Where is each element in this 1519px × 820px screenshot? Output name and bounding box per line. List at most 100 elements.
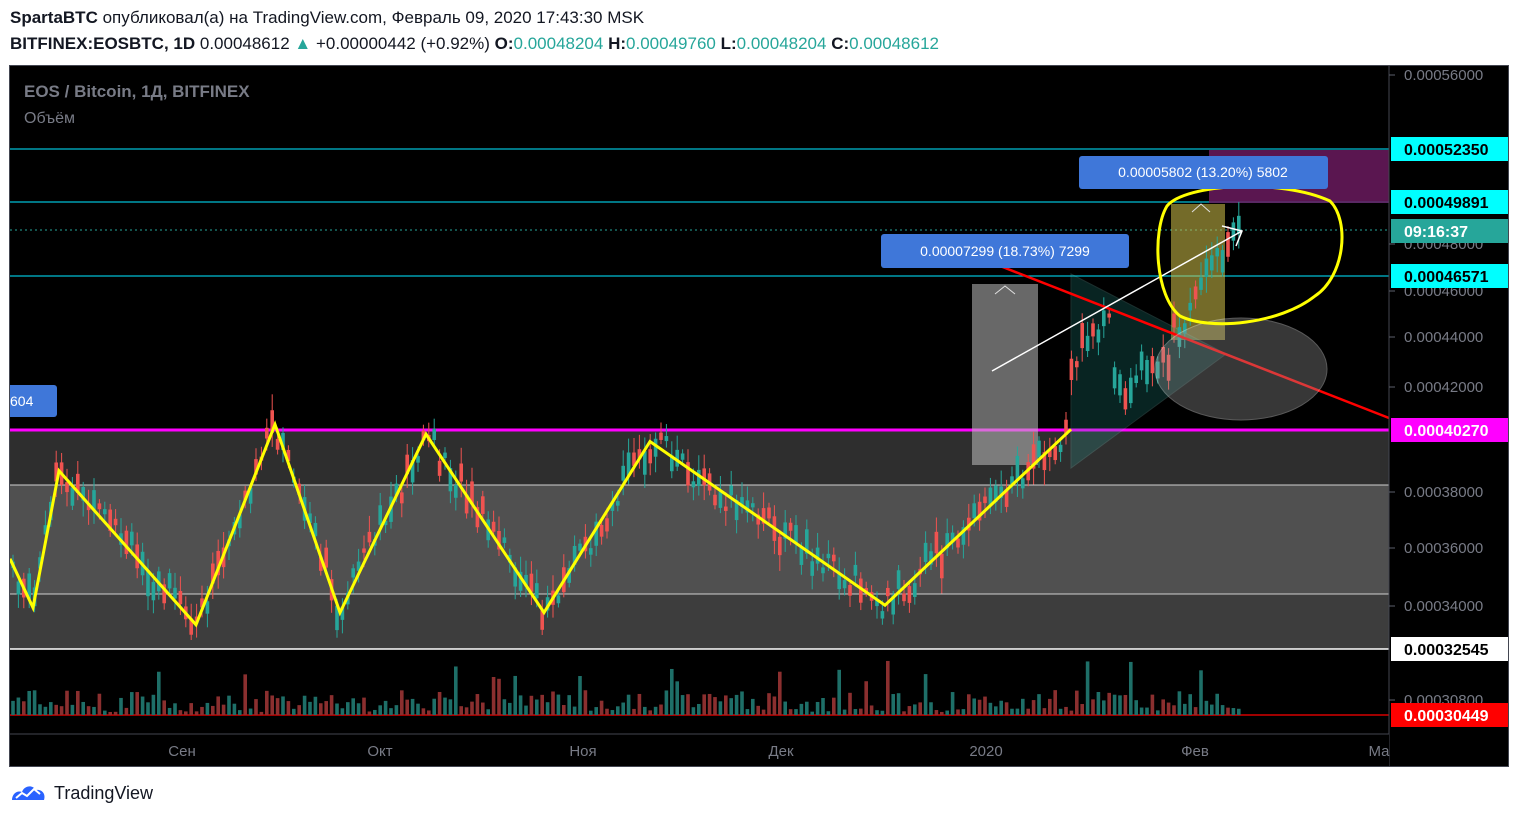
volume-bar [977, 699, 982, 715]
price-badge[interactable]: 0.00046571 [1391, 264, 1509, 288]
price-badge-label: 0.00040270 [1404, 423, 1489, 440]
price-tick-label: 0.00036000 [1404, 540, 1483, 557]
candle [86, 489, 91, 525]
volume-bar [1188, 694, 1192, 715]
publication-line: SpartaBTC опубликовал(а) на TradingView.… [10, 8, 644, 28]
volume-bar [238, 710, 242, 715]
price-badge[interactable]: 0.00049891 [1391, 190, 1509, 214]
volume-bar [421, 708, 426, 715]
price-badge[interactable]: 0.00040270 [1391, 418, 1509, 442]
price-tick-label: 0.00044000 [1404, 329, 1483, 346]
price-badge[interactable]: 09:16:37 [1391, 219, 1509, 243]
candle [724, 492, 728, 526]
volume-bar [524, 705, 528, 715]
tradingview-logo-icon[interactable] [10, 782, 48, 804]
candle [1145, 355, 1149, 393]
volume-bar [151, 694, 156, 715]
volume-bar [329, 695, 334, 715]
footer-brand: TradingView [54, 782, 154, 803]
volume-bar [1156, 710, 1160, 715]
volume-bar [1166, 702, 1171, 715]
candle [1129, 367, 1133, 409]
volume-bar [778, 671, 782, 715]
volume-bar [659, 704, 663, 715]
candle [92, 478, 96, 524]
candle [108, 503, 112, 537]
candle [621, 450, 625, 496]
descending-trendline[interactable] [994, 262, 1390, 420]
candle [1204, 245, 1209, 293]
volume-bar [540, 694, 544, 715]
author-name[interactable]: SpartaBTC [10, 8, 98, 27]
volume-bar [869, 705, 874, 715]
candle [902, 580, 906, 606]
time-tick-label: Фев [1181, 743, 1209, 760]
volume-bar [891, 694, 895, 715]
volume-bar [416, 703, 420, 715]
white-trendline[interactable] [991, 230, 1243, 372]
candle [464, 479, 469, 519]
candle [1053, 437, 1057, 465]
candle [1004, 479, 1009, 513]
candle [1220, 245, 1225, 277]
candle [113, 509, 118, 535]
candle [1064, 412, 1068, 445]
volume-bar [832, 697, 836, 715]
volume-bar [1102, 700, 1106, 715]
candle [610, 491, 615, 527]
volume-bar [11, 700, 15, 715]
volume-bar [821, 697, 825, 715]
price-badge[interactable]: 0.00032545 [1391, 637, 1509, 661]
chart-area[interactable]: 0.00007299 (18.73%) 7299 0.00005802 (13.… [9, 65, 1509, 767]
highlight-ellipse[interactable] [1154, 317, 1328, 421]
volume-bar [961, 709, 966, 715]
candle [653, 432, 658, 473]
volume-bar [232, 703, 237, 715]
candle [1150, 347, 1155, 387]
volume-bar [1015, 708, 1020, 715]
low-value: 0.00048204 [736, 34, 827, 53]
volume-bar [556, 694, 561, 715]
open-value: 0.00048204 [513, 34, 604, 53]
volume-bar [837, 669, 841, 715]
chart-canvas[interactable]: 0.00007299 (18.73%) 7299 0.00005802 (13.… [10, 66, 1509, 767]
volume-bar [632, 708, 636, 715]
range-box-lower [10, 594, 1389, 649]
volume-bar [983, 696, 987, 715]
price-badge[interactable]: 0.00052350 [1391, 137, 1509, 161]
volume-bar [545, 702, 550, 715]
close-value: 0.00048612 [849, 34, 939, 53]
price-badge-label: 0.00046571 [1404, 269, 1489, 286]
zigzag-line[interactable] [10, 420, 1073, 628]
candle [637, 434, 642, 469]
candle [907, 580, 912, 613]
volume-bar [529, 695, 534, 715]
time-axis[interactable] [10, 734, 1389, 767]
candle [475, 501, 480, 533]
volume-bar [1172, 705, 1176, 715]
volume-bar [610, 710, 615, 715]
price-axis[interactable] [1389, 66, 1509, 767]
measure-box-1[interactable] [972, 284, 1038, 465]
volume-bar [265, 690, 269, 715]
volume-bar [1145, 707, 1149, 715]
volume-bar [702, 694, 706, 715]
candle [767, 502, 771, 525]
volume-bar [567, 695, 571, 715]
candle [1102, 297, 1106, 338]
volume-bar [886, 660, 890, 715]
volume-bar [1204, 700, 1209, 715]
volume-bar [907, 706, 912, 715]
price-badge[interactable]: 0.00030449 [1391, 703, 1509, 727]
volume-bar [583, 690, 588, 715]
candle [1166, 348, 1171, 390]
candle [794, 515, 798, 554]
volume-bar [783, 701, 787, 715]
volume-bar [205, 702, 210, 715]
volume-bar [923, 674, 928, 715]
candle [65, 468, 69, 507]
volume-bar [475, 694, 480, 715]
volume-bar [1199, 670, 1203, 715]
candle [1215, 236, 1219, 273]
volume-bar [275, 698, 280, 715]
